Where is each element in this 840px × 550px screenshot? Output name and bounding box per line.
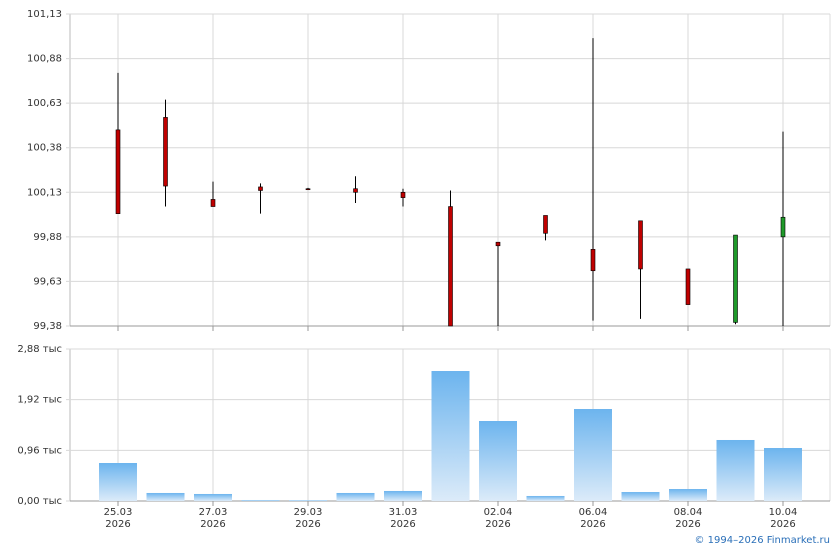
y-tick-label: 99,88 xyxy=(33,232,62,243)
candle-body xyxy=(115,129,121,214)
candle-body xyxy=(638,220,643,270)
volume-bar xyxy=(194,493,232,501)
y-tick-label: 0,00 тыс xyxy=(17,496,62,507)
y-tick-label: 99,38 xyxy=(33,321,62,332)
volume-bar xyxy=(99,463,137,501)
candle-body xyxy=(210,199,216,207)
candle-body xyxy=(590,249,596,272)
y-tick-label: 1,92 тыс xyxy=(17,395,62,406)
x-tick-label: 25.03 2026 xyxy=(103,507,133,530)
candle-body xyxy=(543,215,548,234)
x-tick-label: 31.03 2026 xyxy=(388,507,418,530)
volume-bar xyxy=(146,492,185,501)
copyright: © 1994–2026 Finmarket.ru xyxy=(694,535,830,546)
x-tick-label: 06.04 2026 xyxy=(578,507,608,530)
candle-body xyxy=(305,188,311,191)
x-tick-label: 10.04 2026 xyxy=(768,507,798,530)
x-tick-label: 08.04 2026 xyxy=(673,507,703,530)
candle-body xyxy=(733,234,738,323)
volume-bar xyxy=(336,492,375,501)
volume-bar xyxy=(621,492,660,501)
y-tick-label: 100,13 xyxy=(27,187,62,198)
x-tick-label: 02.04 2026 xyxy=(483,507,513,530)
volume-bar xyxy=(384,490,422,501)
volume-bar xyxy=(669,489,707,501)
x-tick-label: 27.03 2026 xyxy=(198,507,228,530)
y-tick-label: 101,13 xyxy=(27,9,62,20)
x-tick-label: 29.03 2026 xyxy=(293,507,323,530)
candle-body xyxy=(780,216,786,238)
candle-body xyxy=(163,117,168,187)
y-tick-label: 99,63 xyxy=(33,276,62,287)
candle-body xyxy=(685,268,691,305)
candle-body xyxy=(353,188,358,193)
y-tick-label: 100,88 xyxy=(27,54,62,65)
volume-bar xyxy=(289,500,327,501)
volume-bar xyxy=(764,448,802,501)
volume-bar xyxy=(574,409,612,501)
volume-bar xyxy=(479,420,517,501)
y-tick-label: 100,38 xyxy=(27,143,62,154)
volume-bar xyxy=(716,439,755,501)
y-tick-label: 0,96 тыс xyxy=(17,445,62,456)
volume-bar xyxy=(241,499,280,501)
candle-body xyxy=(400,191,406,198)
volume-bar xyxy=(526,495,565,501)
y-tick-label: 2,88 тыс xyxy=(17,344,62,355)
volume-bar xyxy=(431,371,470,501)
y-tick-label: 100,63 xyxy=(27,98,62,109)
candle-body xyxy=(495,241,501,247)
candle-body xyxy=(448,206,453,327)
candle-body xyxy=(258,186,263,191)
